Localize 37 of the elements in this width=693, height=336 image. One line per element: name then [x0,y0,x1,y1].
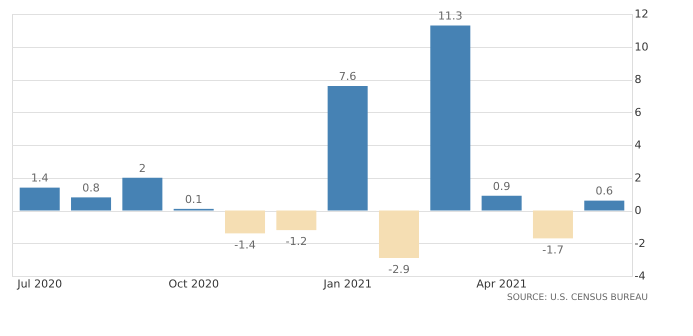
data-label: -1.7 [542,243,564,256]
y-tick-label: 0 [634,204,642,217]
bar [378,210,420,258]
y-tick-label: 4 [634,138,642,152]
bar [122,178,162,210]
data-label: -2.9 [388,262,410,276]
x-tick-label: Oct 2020 [168,278,219,290]
bar [430,25,470,210]
y-tick-label: 2 [634,171,642,184]
x-tick-label: Jul 2020 [16,278,62,290]
bar [328,86,368,210]
bar [20,188,60,210]
data-label: 1.4 [30,172,48,185]
data-label: 7.6 [338,70,356,84]
x-tick-label: Apr 2021 [476,278,527,290]
bar [532,210,573,238]
source-note: SOURCE: U.S. CENSUS BUREAU [507,293,648,303]
y-tick-label: 10 [634,40,648,54]
bar [71,197,112,210]
data-label: 0.6 [596,184,614,198]
y-tick-label: 6 [634,106,642,119]
data-label: 0.8 [82,181,100,194]
bar [584,200,624,210]
y-tick-label: 12 [634,8,648,20]
bar [482,196,522,210]
y-tick-label: 8 [634,73,642,86]
data-label: 0.1 [184,192,202,206]
data-label: -1.4 [234,238,256,252]
data-label: -1.2 [286,235,308,248]
y-tick-label: -2 [634,236,646,250]
data-label: 0.9 [492,180,510,193]
data-label: 11.3 [438,9,463,22]
bar [276,210,316,230]
data-label: 2 [138,162,146,175]
bar [224,210,266,234]
y-tick-label: -4 [634,270,646,282]
x-tick-label: Jan 2021 [322,278,372,290]
